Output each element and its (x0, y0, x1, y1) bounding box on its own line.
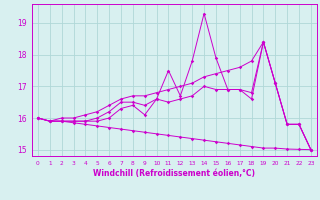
X-axis label: Windchill (Refroidissement éolien,°C): Windchill (Refroidissement éolien,°C) (93, 169, 255, 178)
